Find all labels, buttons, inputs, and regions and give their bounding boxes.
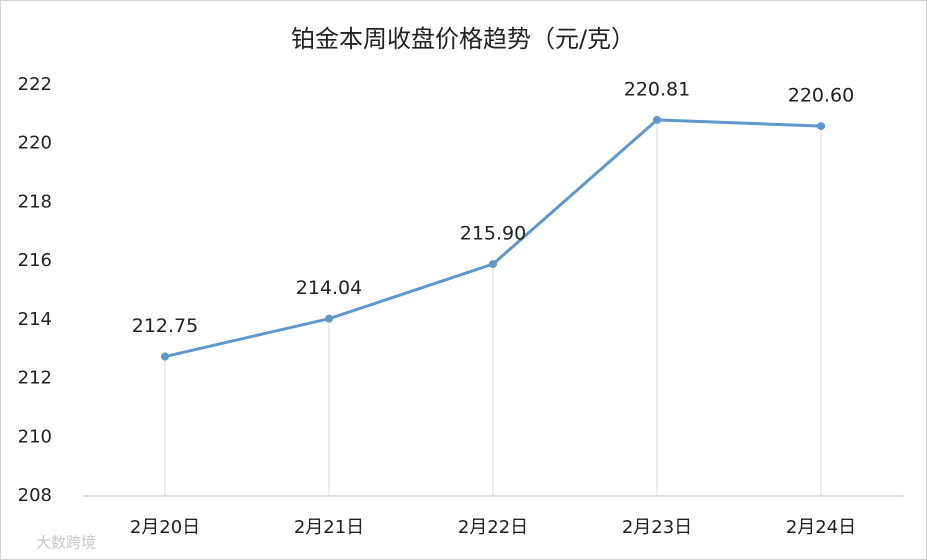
marker	[325, 314, 333, 323]
y-tick-label: 208	[18, 485, 52, 506]
x-tick-label: 2月21日	[294, 517, 364, 538]
data-label: 212.75	[132, 315, 198, 337]
marker	[653, 115, 661, 124]
y-tick-label: 218	[18, 191, 52, 212]
marker	[489, 260, 497, 269]
x-tick-label: 2月24日	[786, 517, 856, 538]
data-label: 220.81	[624, 78, 690, 100]
y-tick-label: 212	[18, 368, 52, 389]
data-label: 215.90	[460, 223, 526, 245]
y-tick-label: 214	[18, 309, 52, 330]
x-tick-label: 2月20日	[130, 517, 200, 538]
chart-title: 铂金本周收盘价格趋势（元/克）	[291, 25, 635, 53]
y-tick-label: 220	[18, 133, 52, 154]
y-tick-label: 210	[18, 426, 52, 447]
y-tick-label: 222	[18, 74, 52, 95]
marker	[817, 122, 825, 131]
x-tick-label: 2月22日	[458, 517, 528, 538]
watermark: 大数跨境	[36, 534, 96, 552]
x-tick-label: 2月23日	[622, 517, 692, 538]
marker	[161, 352, 169, 361]
data-label: 214.04	[296, 277, 362, 299]
y-tick-label: 216	[18, 250, 52, 271]
data-label: 220.60	[788, 85, 854, 107]
